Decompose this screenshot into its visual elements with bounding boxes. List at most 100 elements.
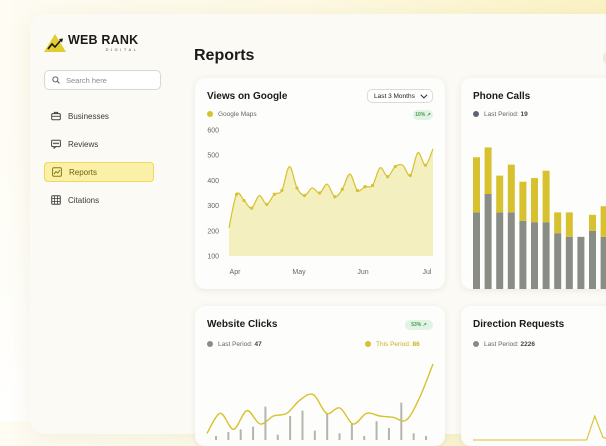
bar-this-period — [519, 181, 527, 221]
card-title: Views on Google — [207, 91, 288, 102]
legend-swatch — [207, 341, 213, 348]
views-series-line — [228, 148, 434, 228]
y-tick-label: 400 — [207, 178, 219, 185]
data-point — [234, 192, 239, 196]
bar-last-period — [542, 222, 550, 289]
bar-last-period — [425, 436, 427, 440]
direction-requests-chart — [473, 414, 606, 441]
grid-icon — [51, 195, 61, 205]
card-title: Phone Calls — [473, 91, 531, 102]
bar-last-period — [252, 426, 255, 440]
sidebar-item-reports[interactable]: Reports — [44, 162, 154, 182]
data-point — [333, 195, 337, 199]
bar-this-period — [484, 147, 492, 194]
data-point — [280, 188, 284, 193]
search-box[interactable] — [44, 70, 161, 90]
legend-label: Last Period: — [484, 341, 519, 348]
bar-last-period — [387, 428, 390, 440]
y-tick-label: 200 — [207, 228, 219, 235]
main-content: Reports Views on Google Last 3 Months Go… — [179, 14, 606, 446]
data-point — [363, 185, 367, 189]
y-tick-label: 300 — [207, 203, 219, 210]
bar-this-period — [589, 214, 596, 231]
sidebar-nav: Businesses Reviews Reports Citations — [44, 106, 154, 218]
legend-value: 19 — [520, 111, 528, 118]
bar-last-period — [531, 222, 538, 289]
y-tick-label: 500 — [207, 153, 219, 160]
legend-swatch — [365, 341, 371, 348]
search-input[interactable] — [66, 75, 146, 85]
bar-last-period — [313, 430, 316, 440]
bar-last-period — [375, 421, 378, 440]
top-right-control[interactable] — [603, 52, 606, 64]
data-point — [272, 192, 276, 196]
bar-last-period — [589, 230, 596, 289]
data-point — [408, 173, 412, 177]
bar-this-period — [554, 212, 562, 234]
data-point — [355, 188, 360, 193]
sidebar-item-citations[interactable]: Citations — [44, 190, 154, 210]
legend-label: This Period: — [376, 341, 411, 348]
phone-calls-card: Phone Calls Last Period: 19 — [461, 78, 606, 289]
website-clicks-card: Website Clicks 53% ↗ Last Period: 47 Thi… — [195, 306, 445, 446]
x-tick-label: Apr — [230, 269, 242, 276]
sidebar-item-label: Citations — [68, 195, 100, 205]
bar-last-period — [496, 212, 504, 289]
bar-last-period — [484, 194, 492, 289]
sidebar-item-label: Reviews — [68, 139, 99, 149]
logo: WEB RANK DIGITAL — [44, 34, 138, 52]
x-tick-label: Jun — [357, 269, 368, 276]
data-point — [318, 191, 322, 195]
search-icon — [52, 76, 60, 84]
bar-last-period — [473, 212, 480, 289]
chart-legend-last-period: Last Period: 47 — [207, 341, 262, 348]
data-point — [250, 206, 254, 210]
sidebar-item-reviews[interactable]: Reviews — [44, 134, 154, 154]
website-clicks-chart — [206, 363, 434, 440]
views-area-fill — [229, 148, 433, 256]
chart-legend: Google Maps — [207, 111, 257, 118]
legend-value: 2226 — [520, 341, 535, 348]
card-title: Direction Requests — [473, 319, 565, 330]
legend-label: Google Maps — [218, 111, 257, 118]
bar-last-period — [412, 433, 415, 440]
sidebar-item-label: Reports — [69, 167, 98, 177]
data-point — [386, 175, 390, 179]
bar-last-period — [363, 436, 366, 440]
bar-last-period — [507, 212, 515, 289]
chart-legend: Last Period: 19 — [473, 111, 528, 118]
data-point — [423, 163, 428, 167]
bar-last-period — [350, 424, 353, 440]
period-dropdown[interactable]: Last 3 Months — [367, 89, 433, 103]
logo-mark-icon — [44, 34, 66, 52]
x-tick-label: Jul — [423, 269, 432, 276]
bar-last-period — [276, 434, 279, 440]
legend-swatch — [473, 341, 479, 348]
phone-calls-bar-chart — [473, 147, 606, 289]
chart-legend: Last Period: 2226 — [473, 341, 535, 348]
views-on-google-card: Views on Google Last 3 Months Google Map… — [195, 78, 445, 289]
legend-label: Last Period: — [218, 341, 253, 348]
data-point — [393, 164, 397, 169]
data-point — [370, 183, 375, 188]
app-window: WEB RANK DIGITAL Businesses R — [30, 14, 606, 446]
chart-icon — [52, 167, 62, 177]
data-point — [265, 202, 269, 206]
bar-last-period — [519, 220, 527, 289]
dropdown-value: Last 3 Months — [374, 92, 415, 100]
sidebar-item-businesses[interactable]: Businesses — [44, 106, 154, 126]
reviews-icon — [51, 139, 61, 149]
bar-this-period — [531, 178, 538, 223]
x-tick-label: May — [292, 269, 306, 276]
briefcase-icon — [51, 111, 61, 121]
legend-label: Last Period: — [484, 111, 519, 118]
bar-last-period — [264, 406, 267, 440]
data-point — [295, 186, 299, 190]
views-area-chart: 100 200 300 400 500 600 Apr May Jun Jul — [207, 128, 434, 276]
trend-badge: 10% ↗ — [413, 110, 433, 120]
legend-value: 86 — [412, 341, 420, 348]
clicks-series-line — [206, 363, 434, 434]
bar-last-period — [577, 236, 585, 289]
sidebar-item-label: Businesses — [68, 111, 109, 121]
card-title: Website Clicks — [207, 319, 278, 330]
